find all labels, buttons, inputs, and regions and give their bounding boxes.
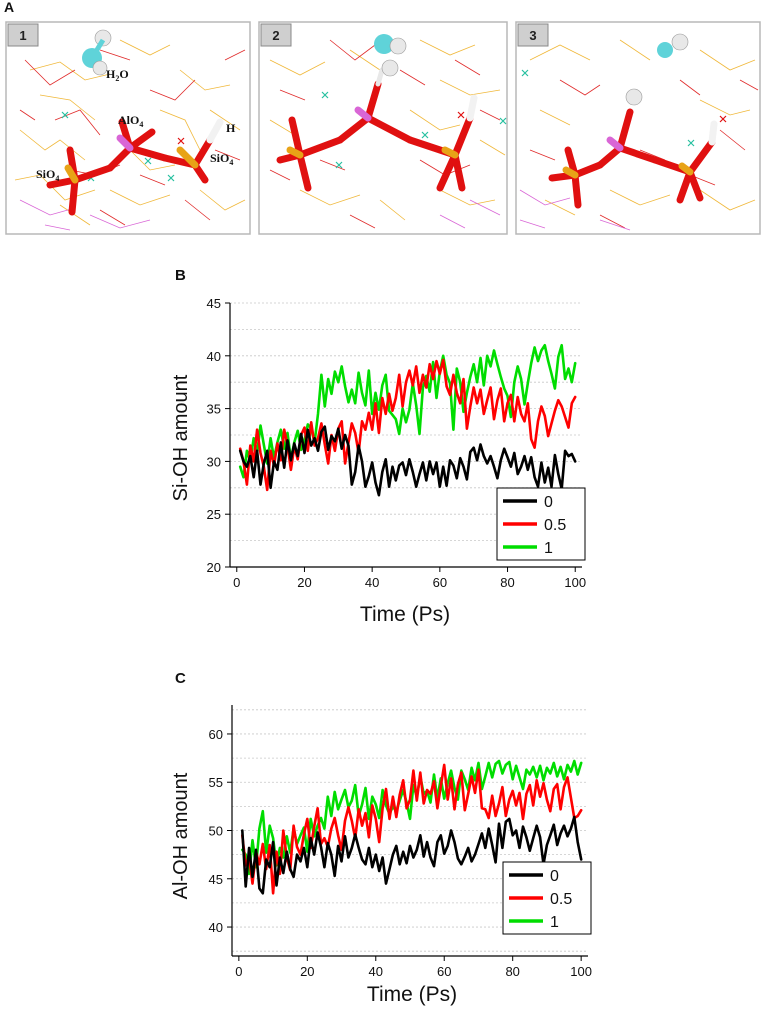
chart-b-y-tick-label: 40 bbox=[207, 349, 221, 364]
chart-b-x-tick-label: 100 bbox=[564, 575, 586, 590]
hydrogen-atom-3 bbox=[625, 88, 643, 106]
chart-c-legend-label: 0.5 bbox=[550, 891, 572, 908]
chart-b-x-tick-label: 40 bbox=[365, 575, 379, 590]
molecule-frame-3: 3 bbox=[515, 21, 761, 235]
panel-a-label: A bbox=[4, 0, 14, 15]
chart-c-x-tick-label: 60 bbox=[437, 964, 451, 979]
frame-number-3: 3 bbox=[529, 28, 536, 43]
frame-number-2: 2 bbox=[272, 28, 279, 43]
hydrogen-label: H bbox=[226, 121, 236, 135]
chart-b-series-1 bbox=[238, 343, 577, 479]
chart-b-axes: 0 20 40 60 80 100 20 25 30 35 40 45 bbox=[207, 296, 587, 590]
chart-b-legend-label: 1 bbox=[544, 540, 553, 557]
chart-c-series-1 bbox=[241, 759, 583, 876]
bonds-1 bbox=[46, 118, 224, 216]
chart-c: C Al-OH amount Time (Ps) 0 20 40 60 80 100 40 4… bbox=[170, 670, 592, 1006]
water-molecule-3 bbox=[657, 33, 689, 58]
bonds-3 bbox=[548, 108, 718, 209]
chart-c-y-tick-label: 55 bbox=[209, 775, 223, 790]
frame-number-badge-1: 1 bbox=[7, 23, 39, 47]
chart-c-x-tick-label: 0 bbox=[235, 964, 242, 979]
chart-c-legend-label: 0 bbox=[550, 868, 559, 885]
bonds-2 bbox=[276, 67, 478, 192]
water-molecule-1 bbox=[82, 29, 112, 76]
frame-number-badge-2: 2 bbox=[260, 23, 292, 47]
chart-c-y-tick-label: 40 bbox=[209, 920, 223, 935]
chart-c-x-tick-label: 20 bbox=[300, 964, 314, 979]
molecule-frame-2: 2 bbox=[258, 21, 508, 235]
chart-b-xlabel: Time (Ps) bbox=[360, 603, 450, 626]
chart-c-x-tick-label: 100 bbox=[570, 964, 592, 979]
chart-b-x-tick-label: 60 bbox=[433, 575, 447, 590]
panel-c-label: C bbox=[175, 670, 186, 687]
chart-c-y-tick-label: 50 bbox=[209, 824, 223, 839]
chart-c-x-tick-label: 40 bbox=[369, 964, 383, 979]
chart-c-y-tick-label: 60 bbox=[209, 727, 223, 742]
chart-b-x-tick-label: 0 bbox=[233, 575, 240, 590]
chart-c-y-tick-label: 45 bbox=[209, 872, 223, 887]
water-label: H2O bbox=[106, 67, 129, 83]
alo4-label: AlO4 bbox=[118, 113, 143, 129]
chart-c-series-0-5 bbox=[241, 763, 583, 895]
chart-c-legend: 00.51 bbox=[502, 861, 592, 935]
chart-b-x-tick-label: 20 bbox=[297, 575, 311, 590]
chart-b-y-tick-label: 45 bbox=[207, 296, 221, 311]
chart-b-x-tick-label: 80 bbox=[500, 575, 514, 590]
chart-c-series bbox=[241, 759, 583, 895]
chart-b-y-tick-label: 20 bbox=[207, 560, 221, 575]
chart-b-series-0 bbox=[238, 425, 577, 497]
background-framework-2 bbox=[269, 39, 506, 229]
chart-c-legend-label: 1 bbox=[550, 914, 559, 931]
chart-b-y-tick-label: 30 bbox=[207, 454, 221, 469]
crosses-2 bbox=[321, 91, 507, 169]
panel-b-label: B bbox=[175, 267, 186, 284]
chart-b-legend-label: 0.5 bbox=[544, 517, 566, 534]
chart-b-y-tick-label: 35 bbox=[207, 402, 221, 417]
chart-c-xlabel: Time (Ps) bbox=[367, 983, 457, 1006]
chart-b: B Si-OH amount Time (Ps) 0 20 40 60 80 100 20 2… bbox=[170, 267, 586, 626]
frame-number-badge-3: 3 bbox=[517, 23, 549, 47]
chart-b-y-tick-label: 25 bbox=[207, 507, 221, 522]
chart-c-axes: 0 20 40 60 80 100 40 45 50 55 60 bbox=[209, 705, 592, 979]
chart-b-ylabel: Si-OH amount bbox=[170, 374, 192, 501]
chart-b-legend-label: 0 bbox=[544, 494, 553, 511]
chart-c-x-tick-label: 80 bbox=[505, 964, 519, 979]
crosses-3 bbox=[521, 69, 727, 147]
chart-b-series bbox=[238, 343, 577, 497]
sio4-right-label: SiO4 bbox=[210, 151, 233, 167]
sio4-left-label: SiO4 bbox=[36, 167, 59, 183]
chart-c-series-0 bbox=[241, 815, 583, 895]
chart-b-legend: 00.51 bbox=[496, 487, 586, 561]
water-molecule-2 bbox=[374, 34, 407, 77]
molecule-frame-1: H2O AlO4 SiO4 SiO4 H 1 bbox=[5, 21, 251, 235]
background-framework-3 bbox=[519, 39, 759, 231]
frame-number-1: 1 bbox=[19, 28, 26, 43]
chart-c-ylabel: Al-OH amount bbox=[170, 772, 192, 899]
